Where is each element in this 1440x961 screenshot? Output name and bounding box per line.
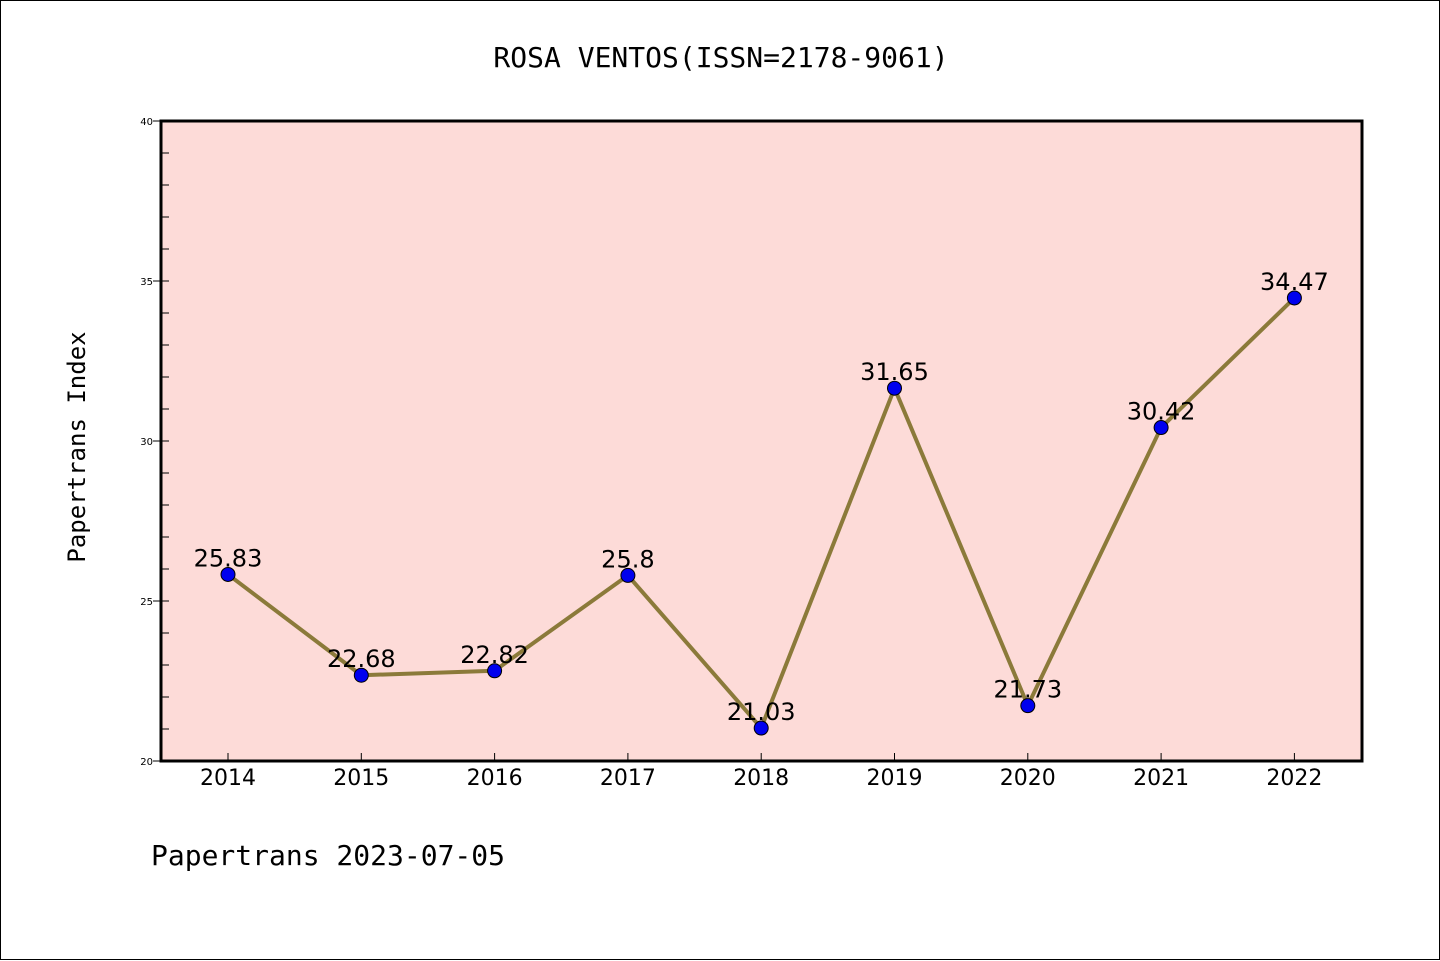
x-tick-label: 2015 <box>333 766 389 791</box>
x-tick-label: 2017 <box>600 766 656 791</box>
data-value-label: 22.68 <box>327 645 396 673</box>
chart-title: ROSA VENTOS(ISSN=2178-9061) <box>493 41 948 74</box>
data-markers <box>220 290 1302 736</box>
x-tick-label: 2020 <box>1000 766 1056 791</box>
data-point-marker <box>1020 698 1036 714</box>
y-tick-label: 35 <box>140 277 153 288</box>
x-tick-label: 2014 <box>200 766 256 791</box>
data-point-marker <box>887 380 902 396</box>
y-tick-label: 30 <box>140 437 153 448</box>
data-value-label: 30.42 <box>1127 398 1196 426</box>
data-point-marker <box>1153 420 1169 436</box>
x-tick-label: 2022 <box>1266 766 1322 791</box>
data-point-marker <box>620 567 636 583</box>
x-tick-label: 2018 <box>733 766 789 791</box>
data-labels: 25.83 22.68 22.82 25.8 21.03 31.65 21.73 30.42 3… <box>194 268 1329 726</box>
x-axis: 2014 2015 2016 2017 2018 2019 2020 2021 2022 <box>200 753 1322 791</box>
data-point-marker <box>1286 290 1302 306</box>
data-value-label: 25.8 <box>601 545 654 573</box>
data-value-label: 25.83 <box>194 544 263 572</box>
data-value-label: 21.03 <box>727 698 796 726</box>
y-tick-label: 20 <box>140 757 153 768</box>
data-point-marker <box>753 720 769 736</box>
data-point-marker <box>353 667 369 683</box>
data-point-marker <box>487 663 503 679</box>
x-tick-label: 2019 <box>867 766 923 791</box>
y-axis: 20 25 30 35 40 <box>140 117 169 768</box>
y-tick-label: 25 <box>140 597 153 608</box>
y-tick-label: 40 <box>140 117 153 128</box>
data-value-label: 21.73 <box>993 676 1062 704</box>
plot-area <box>159 119 1364 763</box>
footer-source-date: Papertrans 2023-07-05 <box>151 839 505 872</box>
data-value-label: 22.82 <box>460 641 529 669</box>
x-tick-label: 2016 <box>467 766 523 791</box>
data-point-marker <box>220 566 236 582</box>
data-value-label: 31.65 <box>860 358 929 386</box>
y-axis-label: Papertrans Index <box>63 331 91 562</box>
x-tick-label: 2021 <box>1133 766 1189 791</box>
data-value-label: 34.47 <box>1260 268 1329 296</box>
